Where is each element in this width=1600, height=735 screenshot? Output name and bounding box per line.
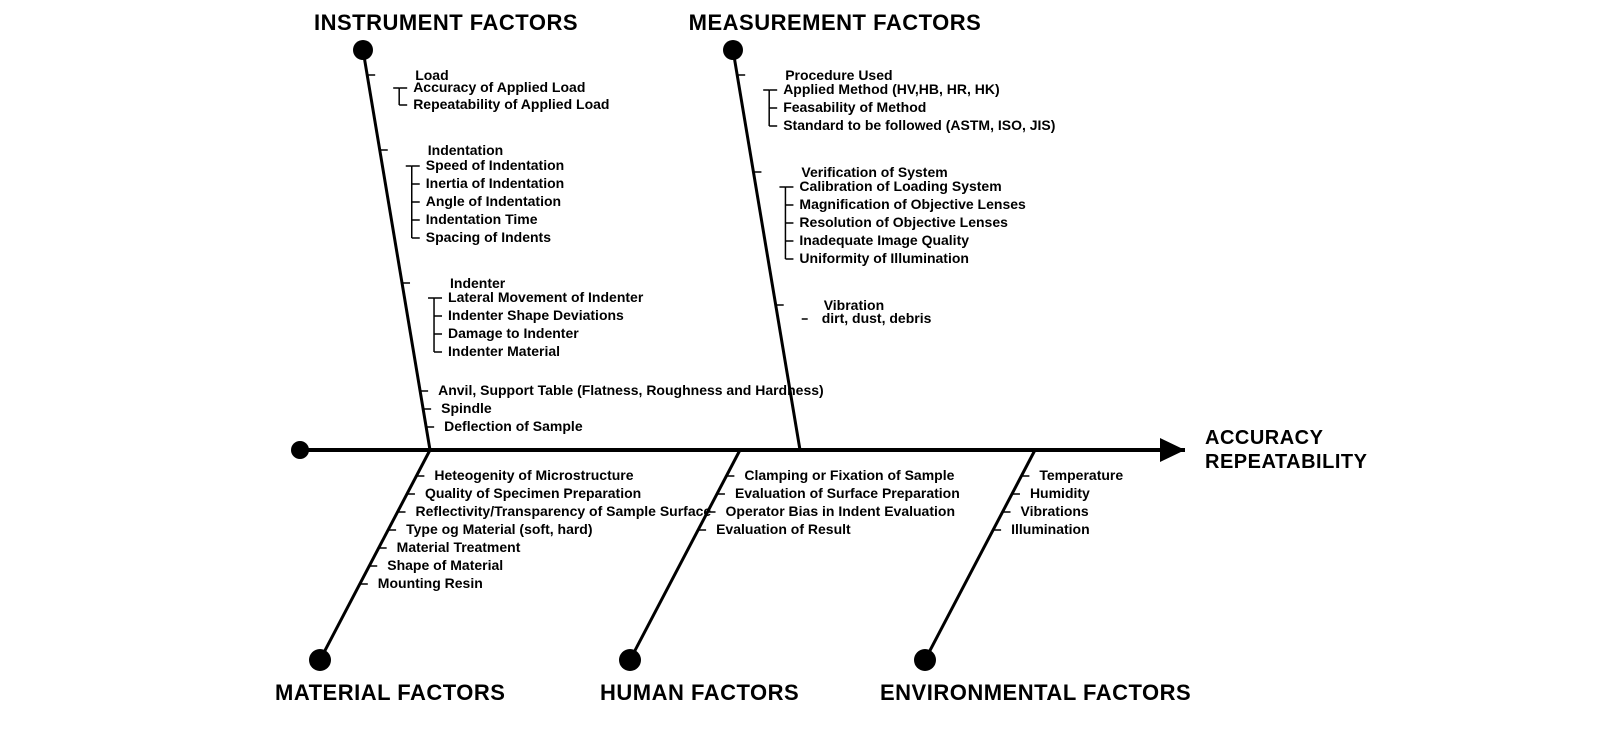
instrument-loose-2: Deflection of Sample [444, 418, 583, 434]
environmental-title: ENVIRONMENTAL FACTORS [880, 680, 1191, 705]
material-loose-1: Quality of Specimen Preparation [425, 485, 641, 501]
material-loose-2: Reflectivity/Transparency of Sample Surf… [416, 503, 712, 519]
human-loose-0: Clamping or Fixation of Sample [744, 467, 954, 483]
instrument-g1-item-1: Inertia of Indentation [426, 175, 564, 191]
instrument-g1-item-0: Speed of Indentation [426, 157, 564, 173]
measurement-g0-item-1: Feasability of Method [783, 99, 926, 115]
human-title: HUMAN FACTORS [600, 680, 799, 705]
measurement-title: MEASUREMENT FACTORS [689, 10, 982, 35]
human-loose-1: Evaluation of Surface Preparation [735, 485, 960, 501]
measurement-g1-item-2: Resolution of Objective Lenses [799, 214, 1008, 230]
instrument-g0-item-0: Accuracy of Applied Load [413, 79, 585, 95]
instrument-title: INSTRUMENT FACTORS [314, 10, 578, 35]
measurement-g1-item-0: Calibration of Loading System [799, 178, 1001, 194]
measurement-g1-item-1: Magnification of Objective Lenses [799, 196, 1026, 212]
instrument-g0-item-1: Repeatability of Applied Load [413, 96, 609, 112]
environmental-loose-3: Illumination [1011, 521, 1090, 537]
environmental-loose-2: Vibrations [1021, 503, 1089, 519]
instrument-g2-item-0: Lateral Movement of Indenter [448, 289, 644, 305]
material-loose-6: Mounting Resin [378, 575, 483, 591]
measurement-g0-item-0: Applied Method (HV,HB, HR, HK) [783, 81, 999, 97]
human-loose-3: Evaluation of Result [716, 521, 851, 537]
material-loose-0: Heteogenity of Microstructure [434, 467, 633, 483]
measurement-g1-item-3: Inadequate Image Quality [799, 232, 969, 248]
environmental-loose-1: Humidity [1030, 485, 1090, 501]
instrument-g2-item-1: Indenter Shape Deviations [448, 307, 624, 323]
material-loose-3: Type og Material (soft, hard) [406, 521, 592, 537]
measurement-g1-item-4: Uniformity of Illumination [799, 250, 969, 266]
material-loose-4: Material Treatment [397, 539, 521, 555]
material-loose-5: Shape of Material [387, 557, 503, 573]
instrument-g1-item-4: Spacing of Indents [426, 229, 551, 245]
measurement-g2-item-0: dirt, dust, debris [822, 310, 932, 326]
instrument-g1-item-3: Indentation Time [426, 211, 538, 227]
measurement-g0-item-2: Standard to be followed (ASTM, ISO, JIS) [783, 117, 1055, 133]
instrument-g2-item-3: Indenter Material [448, 343, 560, 359]
effect-line2: REPEATABILITY [1205, 451, 1368, 473]
instrument-group-1-heading: Indentation [428, 142, 503, 158]
instrument-loose-1: Spindle [441, 400, 492, 416]
instrument-g1-item-2: Angle of Indentation [426, 193, 561, 209]
instrument-loose-0: Anvil, Support Table (Flatness, Roughnes… [438, 382, 824, 398]
fishbone-diagram: ACCURACYREPEATABILITY INSTRUMENT FACTORS L… [0, 0, 1600, 730]
instrument-g2-item-2: Damage to Indenter [448, 325, 579, 341]
environmental-loose-0: Temperature [1039, 467, 1123, 483]
human-loose-2: Operator Bias in Indent Evaluation [726, 503, 955, 519]
effect-line1: ACCURACY [1205, 427, 1324, 449]
material-title: MATERIAL FACTORS [275, 680, 505, 705]
